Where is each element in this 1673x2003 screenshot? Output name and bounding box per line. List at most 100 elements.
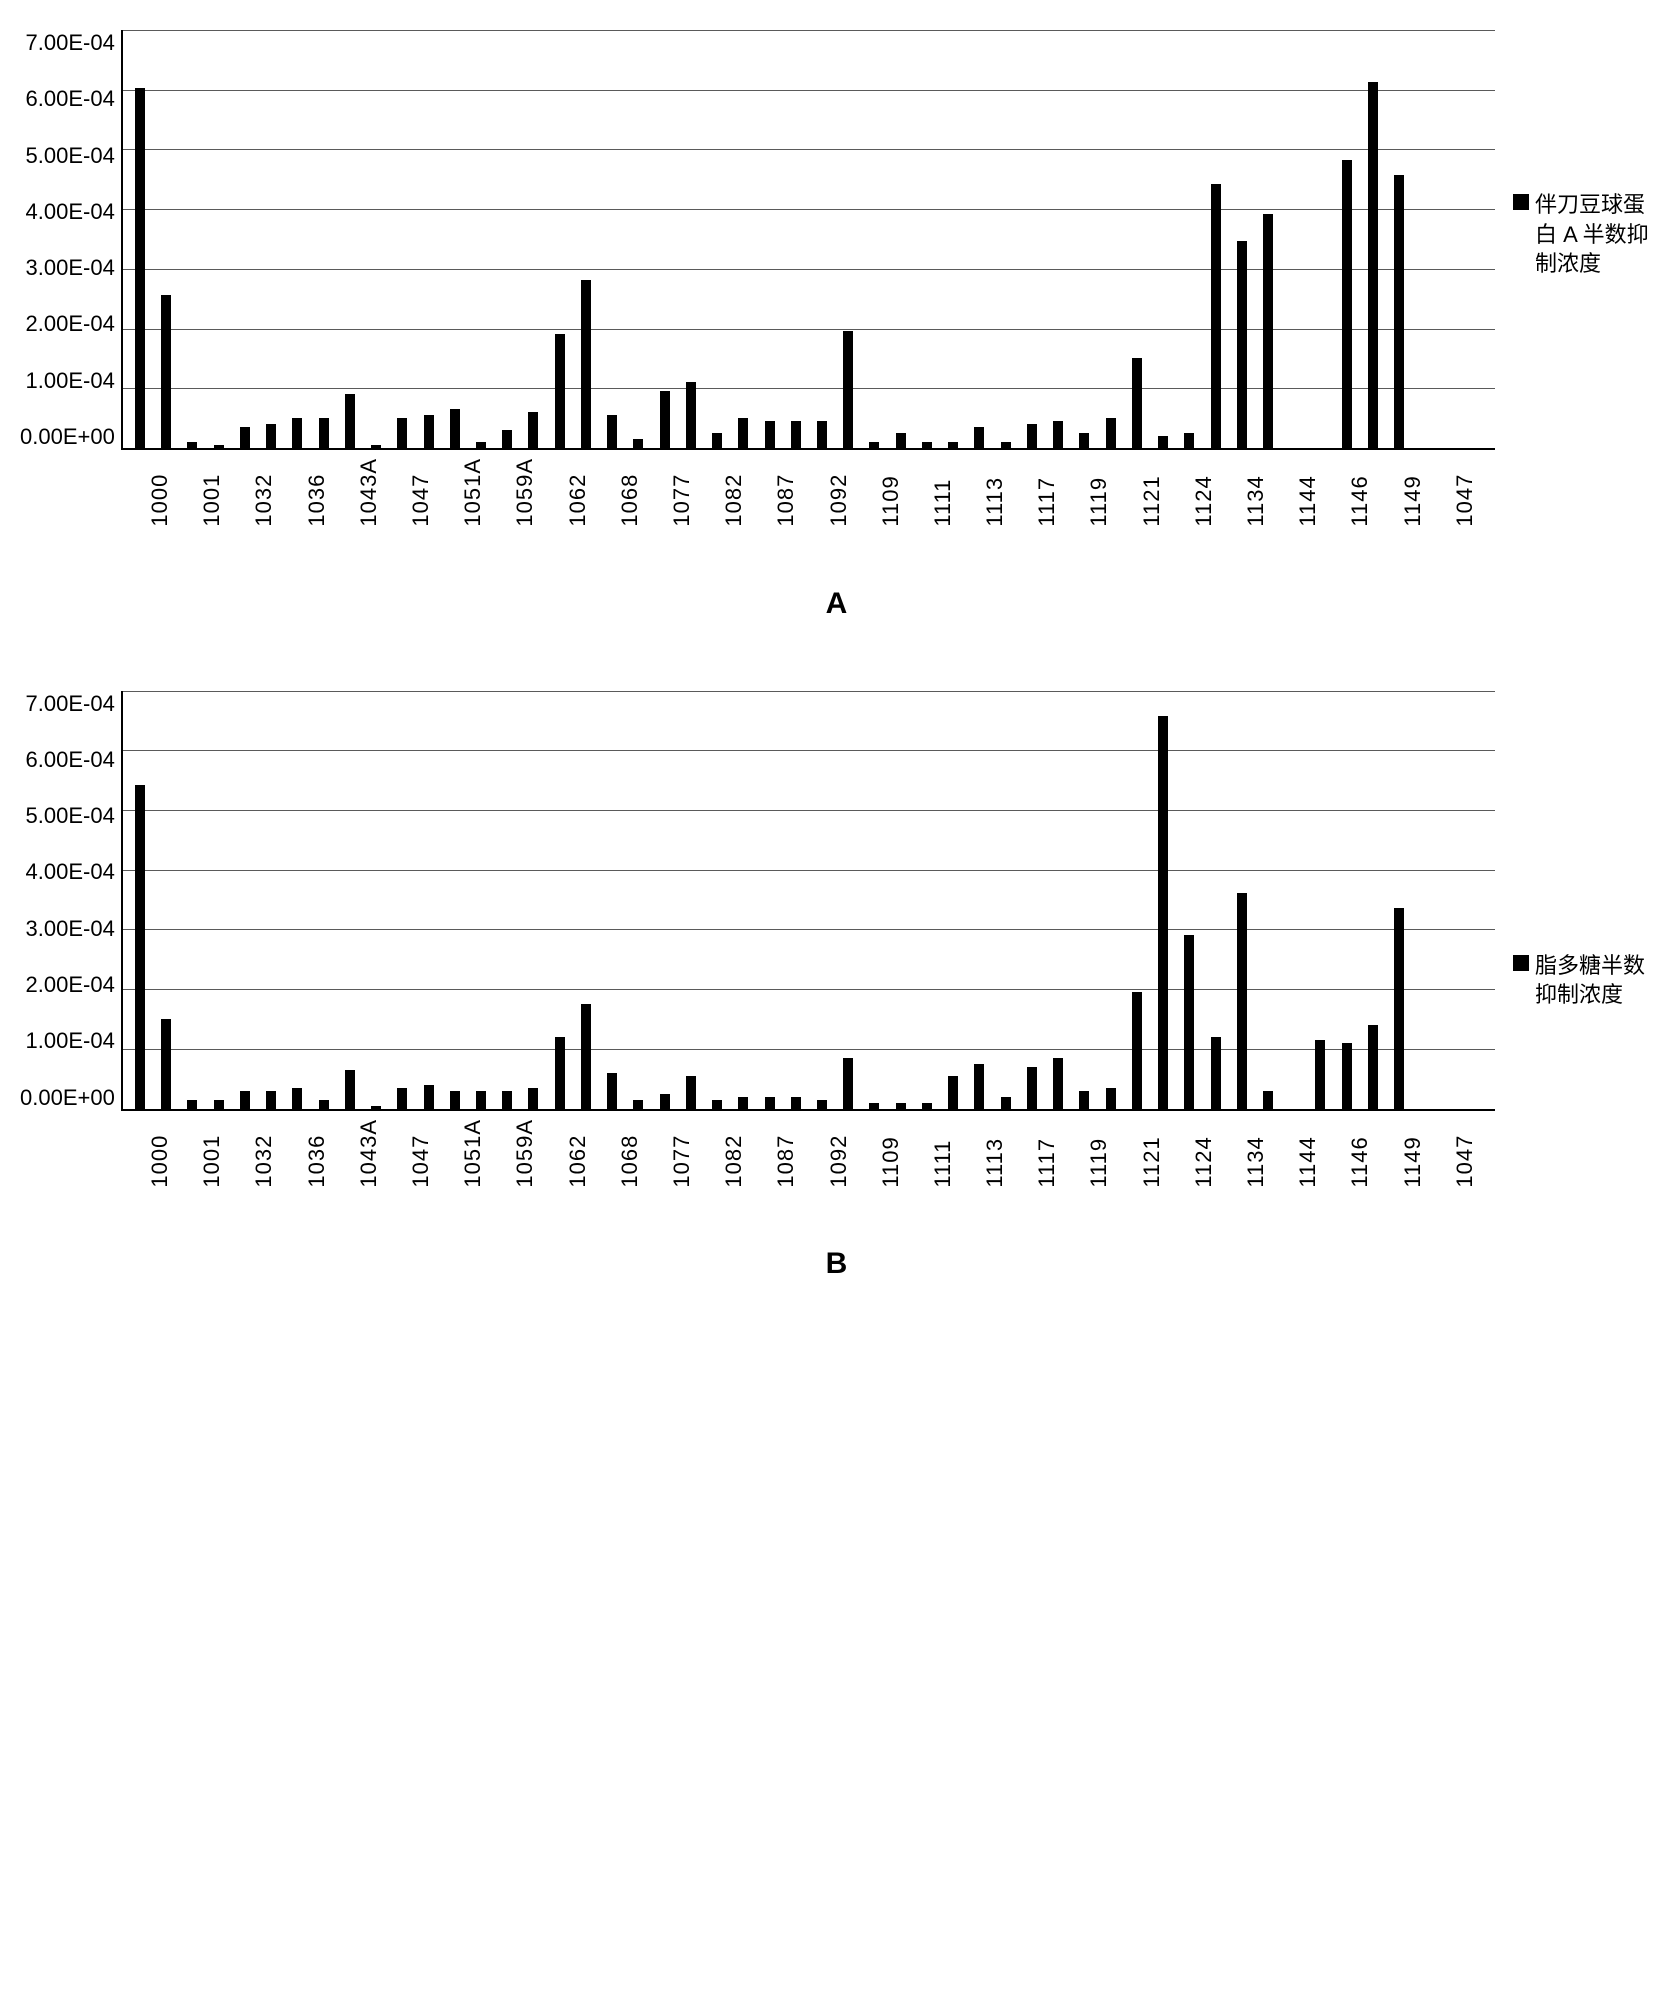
bar bbox=[476, 442, 486, 448]
x-tick-label: 1134 bbox=[1243, 1119, 1269, 1188]
x-tick-label: 1032 bbox=[251, 1119, 277, 1188]
bar bbox=[424, 415, 434, 448]
bar bbox=[660, 391, 670, 448]
x-tick-label: 1047 bbox=[1452, 1119, 1478, 1188]
bar bbox=[450, 1091, 460, 1109]
bar bbox=[450, 409, 460, 448]
x-tick-label: 1117 bbox=[1034, 458, 1060, 527]
bar bbox=[817, 1100, 827, 1109]
bar bbox=[1184, 935, 1194, 1109]
panel-label-a: A bbox=[20, 587, 1653, 621]
bar bbox=[1158, 716, 1168, 1109]
chart-b-block: 7.00E-046.00E-045.00E-044.00E-043.00E-04… bbox=[20, 691, 1653, 1282]
x-tick-label: 1043A bbox=[356, 1119, 382, 1188]
bar bbox=[371, 1106, 381, 1109]
bar bbox=[1079, 1091, 1089, 1109]
x-tick-label: 1124 bbox=[1191, 1119, 1217, 1188]
bar bbox=[738, 1097, 748, 1109]
y-tick-label: 5.00E-04 bbox=[20, 803, 115, 829]
bar bbox=[240, 427, 250, 448]
bar bbox=[1237, 241, 1247, 448]
x-tick-label: 1149 bbox=[1400, 1119, 1426, 1188]
bar bbox=[712, 1100, 722, 1109]
x-tick-label: 1134 bbox=[1243, 458, 1269, 527]
bar bbox=[240, 1091, 250, 1109]
y-tick-label: 4.00E-04 bbox=[20, 199, 115, 225]
bar bbox=[1184, 433, 1194, 448]
bar bbox=[555, 334, 565, 448]
chart-b-y-axis: 7.00E-046.00E-045.00E-044.00E-043.00E-04… bbox=[20, 691, 121, 1111]
y-tick-label: 1.00E-04 bbox=[20, 1028, 115, 1054]
bar bbox=[1001, 442, 1011, 448]
bar bbox=[896, 1103, 906, 1109]
bar bbox=[922, 442, 932, 448]
x-tick-label: 1077 bbox=[669, 458, 695, 527]
bar bbox=[686, 1076, 696, 1109]
x-tick-label: 1001 bbox=[199, 1119, 225, 1188]
x-tick-label: 1124 bbox=[1191, 458, 1217, 527]
bar bbox=[1132, 358, 1142, 448]
bar bbox=[502, 1091, 512, 1109]
chart-a-plot-row: 7.00E-046.00E-045.00E-044.00E-043.00E-04… bbox=[20, 30, 1495, 450]
x-tick-label: 1036 bbox=[304, 458, 330, 527]
x-tick-label: 1092 bbox=[826, 458, 852, 527]
x-tick-label: 1092 bbox=[826, 1119, 852, 1188]
bar bbox=[319, 1100, 329, 1109]
x-tick-label: 1047 bbox=[1452, 458, 1478, 527]
x-tick-label: 1144 bbox=[1295, 1119, 1321, 1188]
x-tick-label: 1047 bbox=[408, 458, 434, 527]
bar bbox=[1315, 1040, 1325, 1109]
chart-a-block: 7.00E-046.00E-045.00E-044.00E-043.00E-04… bbox=[20, 30, 1653, 621]
bar bbox=[607, 1073, 617, 1109]
x-tick-label: 1144 bbox=[1295, 458, 1321, 527]
chart-b-wrap: 7.00E-046.00E-045.00E-044.00E-043.00E-04… bbox=[20, 691, 1495, 1188]
bar bbox=[581, 1004, 591, 1109]
bar bbox=[397, 1088, 407, 1109]
chart-b-plot-row: 7.00E-046.00E-045.00E-044.00E-043.00E-04… bbox=[20, 691, 1495, 1111]
y-tick-label: 1.00E-04 bbox=[20, 368, 115, 394]
bar bbox=[266, 424, 276, 448]
bar bbox=[345, 394, 355, 448]
x-tick-label: 1111 bbox=[930, 458, 956, 527]
bar bbox=[607, 415, 617, 448]
bar bbox=[896, 433, 906, 448]
bar bbox=[1027, 1067, 1037, 1109]
bar bbox=[187, 442, 197, 448]
x-tick-label: 1001 bbox=[199, 458, 225, 527]
bar bbox=[502, 430, 512, 448]
bar bbox=[1394, 908, 1404, 1109]
y-tick-label: 4.00E-04 bbox=[20, 859, 115, 885]
bar bbox=[633, 1100, 643, 1109]
bar bbox=[214, 445, 224, 448]
x-tick-label: 1059A bbox=[512, 1119, 538, 1188]
bar bbox=[1342, 1043, 1352, 1109]
bar bbox=[1394, 175, 1404, 448]
x-tick-label: 1109 bbox=[878, 1119, 904, 1188]
x-tick-label: 1043A bbox=[356, 458, 382, 527]
legend-swatch-icon bbox=[1513, 955, 1529, 971]
x-tick-label: 1059A bbox=[512, 458, 538, 527]
x-tick-label: 1051A bbox=[460, 458, 486, 527]
chart-b-legend: 脂多糖半数抑制浓度 bbox=[1513, 691, 1653, 1010]
x-tick-label: 1119 bbox=[1086, 458, 1112, 527]
bar bbox=[817, 421, 827, 448]
x-tick-label: 1062 bbox=[565, 458, 591, 527]
bar bbox=[555, 1037, 565, 1109]
bar bbox=[161, 295, 171, 448]
bar bbox=[214, 1100, 224, 1109]
bar bbox=[686, 382, 696, 448]
y-tick-label: 2.00E-04 bbox=[20, 972, 115, 998]
x-tick-label: 1087 bbox=[773, 1119, 799, 1188]
bar bbox=[1106, 418, 1116, 448]
panel-label-b: B bbox=[20, 1247, 1653, 1281]
bar bbox=[319, 418, 329, 448]
chart-a-x-axis: 10001001103210361043A10471051A1059A10621… bbox=[130, 450, 1495, 527]
y-tick-label: 6.00E-04 bbox=[20, 86, 115, 112]
bar bbox=[1106, 1088, 1116, 1109]
bar bbox=[1079, 433, 1089, 448]
bar bbox=[922, 1103, 932, 1109]
x-tick-label: 1119 bbox=[1086, 1119, 1112, 1188]
bar bbox=[528, 412, 538, 448]
bar bbox=[1368, 82, 1378, 448]
legend-swatch-icon bbox=[1513, 194, 1529, 210]
